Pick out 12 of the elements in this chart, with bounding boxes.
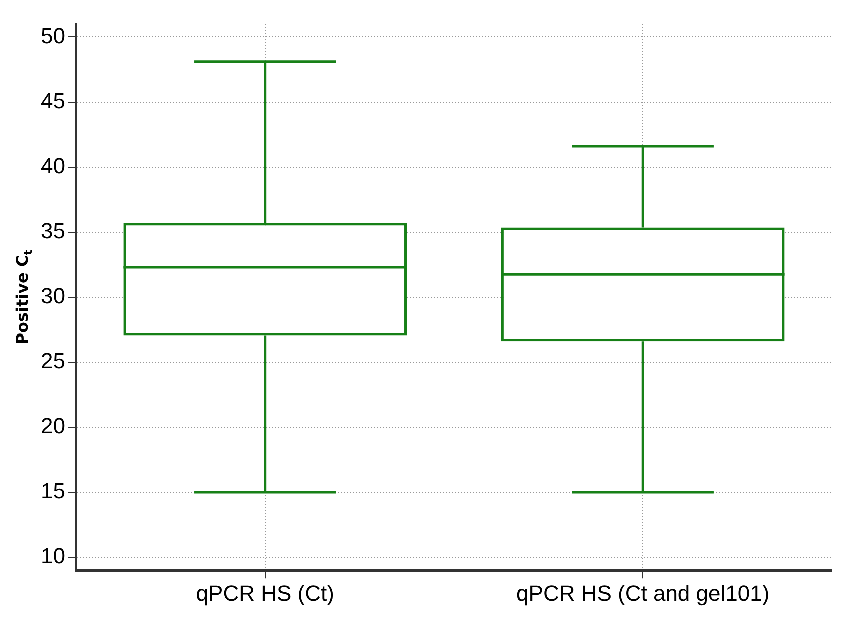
y-tick-label: 50: [40, 23, 66, 48]
y-axis-title: Positive Ct: [13, 250, 35, 345]
y-tick-label: 35: [40, 218, 66, 244]
y-tick-label: 25: [40, 348, 66, 374]
y-tick-label: 20: [40, 414, 66, 439]
x-tick-label: qPCR HS (Ct): [196, 580, 334, 606]
y-tick-label: 45: [40, 88, 66, 114]
y-tick-label: 40: [40, 153, 66, 178]
x-tick-label: qPCR HS (Ct and gel101): [516, 580, 770, 606]
y-tick-label: 10: [40, 544, 66, 569]
y-tick-label: 15: [40, 478, 66, 504]
y-tick-label: 30: [40, 283, 66, 308]
